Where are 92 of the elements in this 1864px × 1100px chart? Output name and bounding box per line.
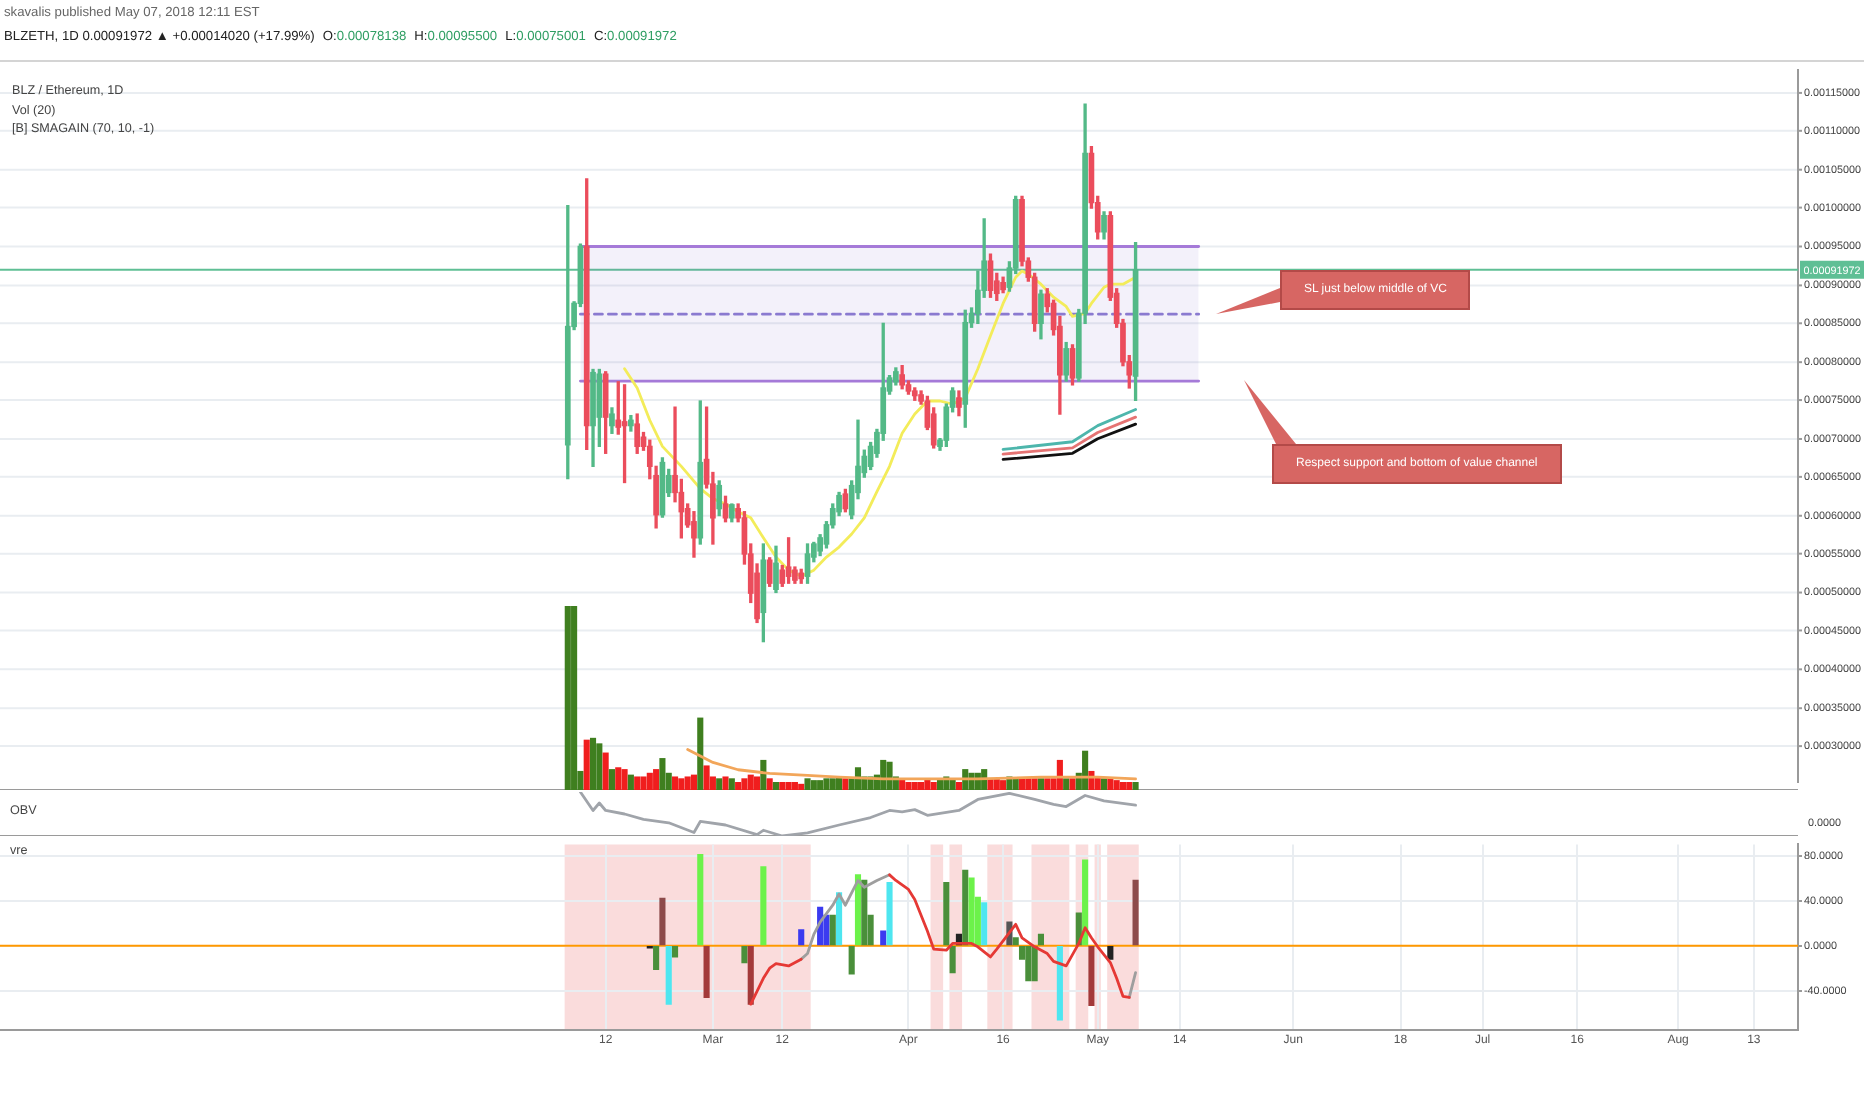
bar [1025, 946, 1032, 982]
bar [671, 776, 679, 790]
bar [697, 717, 704, 790]
bar [741, 946, 748, 964]
bar [1082, 750, 1089, 790]
bar [1018, 778, 1026, 790]
bar [798, 929, 805, 946]
bar [779, 781, 786, 790]
bar [703, 946, 710, 999]
bar [615, 767, 622, 790]
bar [741, 778, 748, 790]
bar [804, 778, 811, 790]
bar [640, 776, 647, 790]
bar [653, 946, 660, 970]
bar [791, 781, 798, 790]
bar [1025, 778, 1032, 790]
bar [854, 874, 862, 946]
bar [1044, 778, 1051, 790]
bar [728, 778, 735, 790]
bar [1132, 879, 1139, 946]
bar [817, 780, 824, 790]
bar [842, 778, 849, 790]
bar [1031, 778, 1038, 790]
bar [911, 781, 918, 790]
bar [1031, 946, 1038, 982]
bar [1012, 778, 1019, 790]
bar [690, 774, 698, 790]
bar [955, 781, 962, 790]
bar [829, 778, 836, 790]
bar [1100, 778, 1108, 790]
bar [703, 765, 710, 790]
bar [571, 606, 578, 790]
bar [766, 778, 773, 790]
bar [886, 761, 893, 790]
bar [823, 914, 830, 946]
bar [1113, 780, 1120, 790]
bar [1000, 780, 1007, 790]
bar [1126, 781, 1133, 790]
bar [583, 739, 590, 790]
bar [608, 769, 616, 790]
bar [634, 776, 641, 790]
bar [716, 778, 723, 790]
bar [930, 781, 937, 790]
bar [1063, 778, 1070, 790]
bar [918, 781, 925, 790]
bar [1012, 937, 1019, 946]
bar [981, 902, 988, 946]
bar [1088, 946, 1095, 1006]
bar [880, 759, 887, 790]
bar [1119, 781, 1127, 790]
bar [848, 946, 855, 975]
bar [722, 776, 729, 790]
bar [621, 769, 628, 790]
bar [880, 930, 887, 946]
bar [747, 774, 754, 790]
bar [596, 743, 603, 790]
bar [753, 776, 761, 790]
bar [1069, 778, 1076, 790]
bar [823, 778, 830, 790]
bar [949, 946, 956, 974]
bar [1056, 946, 1063, 1021]
bar [1107, 946, 1114, 960]
bar [627, 774, 634, 790]
bar [1132, 781, 1139, 790]
bar [659, 897, 666, 946]
bar [564, 606, 571, 790]
bar [810, 780, 817, 790]
bar [1082, 859, 1089, 946]
bar [735, 781, 742, 790]
bar [772, 781, 780, 790]
bar [659, 758, 666, 790]
bar [1107, 778, 1114, 790]
bar [589, 737, 597, 790]
bar [905, 781, 912, 790]
bar [678, 778, 685, 790]
bar [968, 877, 975, 946]
bar [697, 853, 704, 946]
bar [1037, 778, 1045, 790]
bar [886, 882, 893, 946]
bar [646, 772, 653, 790]
bar [665, 946, 672, 1005]
bar [861, 879, 868, 946]
bar [829, 914, 836, 946]
bar [671, 946, 679, 958]
bar [602, 752, 609, 790]
bar [785, 781, 792, 790]
bar [798, 783, 805, 790]
bar [747, 946, 754, 1005]
bar [653, 769, 660, 790]
bar [1037, 933, 1045, 946]
bar [684, 776, 691, 790]
bar [760, 866, 767, 946]
